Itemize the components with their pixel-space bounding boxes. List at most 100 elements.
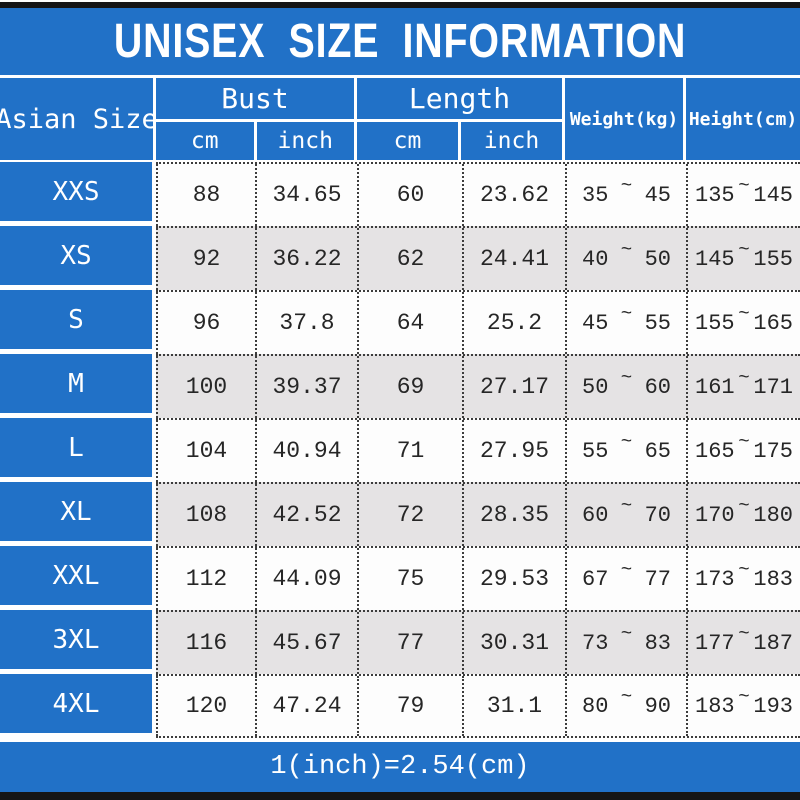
row-cells: 96 37.8 64 25.2 45 ~ 55 155 ~ 165 <box>156 290 800 354</box>
header-length-inch: inch <box>461 122 562 160</box>
cell-bust-cm: 108 <box>156 484 255 546</box>
cell-bust-inch: 47.24 <box>255 676 357 736</box>
height-min: 170 <box>695 502 735 528</box>
cell-length-cm: 64 <box>357 292 462 354</box>
range-tilde: ~ <box>738 431 750 453</box>
cell-height-range: 155 ~ 165 <box>686 292 800 354</box>
cell-length-inch: 25.2 <box>462 292 565 354</box>
cell-bust-inch: 42.52 <box>255 484 357 546</box>
row-cells: 92 36.22 62 24.41 40 ~ 50 145 ~ 155 <box>156 226 800 290</box>
cell-weight-range: 45 ~ 55 <box>565 292 686 354</box>
table-body: XXS 88 34.65 60 23.62 35 ~ 45 135 ~ 145 … <box>0 162 800 738</box>
range-tilde: ~ <box>620 239 633 261</box>
cell-length-inch: 27.95 <box>462 420 565 482</box>
table-row: 3XL 116 45.67 77 30.31 73 ~ 83 177 ~ 187 <box>0 610 800 674</box>
size-cell: 3XL <box>0 610 156 674</box>
bottom-black-bar <box>0 792 800 800</box>
weight-min: 73 <box>582 630 609 656</box>
height-min: 155 <box>695 310 735 336</box>
row-cells: 100 39.37 69 27.17 50 ~ 60 161 ~ 171 <box>156 354 800 418</box>
cell-length-cm: 79 <box>357 676 462 736</box>
header-weight: Weight(kg) <box>565 78 686 160</box>
size-cell: L <box>0 418 156 482</box>
weight-max: 70 <box>644 502 671 528</box>
cell-bust-inch: 37.8 <box>255 292 357 354</box>
cell-weight-range: 40 ~ 50 <box>565 228 686 290</box>
weight-min: 50 <box>582 374 609 400</box>
height-min: 183 <box>695 693 735 719</box>
cell-bust-cm: 112 <box>156 548 255 610</box>
table-row: S 96 37.8 64 25.2 45 ~ 55 155 ~ 165 <box>0 290 800 354</box>
size-cell: S <box>0 290 156 354</box>
weight-max: 55 <box>644 310 671 336</box>
cell-weight-range: 55 ~ 65 <box>565 420 686 482</box>
header-bust-cm: cm <box>156 122 257 160</box>
cell-length-cm: 71 <box>357 420 462 482</box>
cell-length-inch: 27.17 <box>462 356 565 418</box>
header-length-label: Length <box>357 78 562 122</box>
cell-length-cm: 72 <box>357 484 462 546</box>
header-bust-subrow: cm inch <box>156 122 354 160</box>
header-bust-label: Bust <box>156 78 354 122</box>
range-tilde: ~ <box>738 303 750 325</box>
cell-length-inch: 31.1 <box>462 676 565 736</box>
cell-length-inch: 24.41 <box>462 228 565 290</box>
cell-bust-cm: 88 <box>156 164 255 226</box>
weight-min: 67 <box>582 566 609 592</box>
cell-length-inch: 30.31 <box>462 612 565 674</box>
height-min: 135 <box>695 182 735 208</box>
cell-bust-cm: 116 <box>156 612 255 674</box>
range-tilde: ~ <box>620 431 633 453</box>
cell-weight-range: 80 ~ 90 <box>565 676 686 736</box>
range-tilde: ~ <box>738 239 750 261</box>
weight-max: 65 <box>644 438 671 464</box>
header-length-subrow: cm inch <box>357 122 562 160</box>
range-tilde: ~ <box>738 559 750 581</box>
header-length-cm: cm <box>357 122 461 160</box>
size-cell: XXL <box>0 546 156 610</box>
cell-bust-inch: 40.94 <box>255 420 357 482</box>
cell-bust-inch: 45.67 <box>255 612 357 674</box>
cell-bust-cm: 96 <box>156 292 255 354</box>
cell-height-range: 170 ~ 180 <box>686 484 800 546</box>
table-row: XXL 112 44.09 75 29.53 67 ~ 77 173 ~ 183 <box>0 546 800 610</box>
range-tilde: ~ <box>620 367 633 389</box>
weight-min: 40 <box>582 246 609 272</box>
row-cells: 120 47.24 79 31.1 80 ~ 90 183 ~ 193 <box>156 674 800 738</box>
table-header: Asian Size Bust cm inch Length cm inch W… <box>0 78 800 160</box>
size-cell: XS <box>0 226 156 290</box>
weight-max: 60 <box>644 374 671 400</box>
height-max: 145 <box>753 182 793 208</box>
cell-bust-cm: 92 <box>156 228 255 290</box>
row-cells: 108 42.52 72 28.35 60 ~ 70 170 ~ 180 <box>156 482 800 546</box>
range-tilde: ~ <box>738 623 750 645</box>
cell-length-cm: 75 <box>357 548 462 610</box>
table-row: L 104 40.94 71 27.95 55 ~ 65 165 ~ 175 <box>0 418 800 482</box>
top-white-strip <box>0 0 800 2</box>
table-row: XXS 88 34.65 60 23.62 35 ~ 45 135 ~ 145 <box>0 162 800 226</box>
range-tilde: ~ <box>738 495 750 517</box>
height-max: 165 <box>753 310 793 336</box>
range-tilde: ~ <box>620 623 633 645</box>
weight-max: 77 <box>644 566 671 592</box>
height-max: 155 <box>753 246 793 272</box>
height-min: 173 <box>695 566 735 592</box>
weight-max: 83 <box>644 630 671 656</box>
divider <box>0 75 800 78</box>
cell-bust-cm: 104 <box>156 420 255 482</box>
table-row: XL 108 42.52 72 28.35 60 ~ 70 170 ~ 180 <box>0 482 800 546</box>
row-cells: 116 45.67 77 30.31 73 ~ 83 177 ~ 187 <box>156 610 800 674</box>
cell-height-range: 177 ~ 187 <box>686 612 800 674</box>
header-bust-inch: inch <box>256 122 354 160</box>
weight-min: 55 <box>582 438 609 464</box>
range-tilde: ~ <box>620 495 633 517</box>
cell-height-range: 161 ~ 171 <box>686 356 800 418</box>
height-min: 177 <box>695 630 735 656</box>
cell-weight-range: 60 ~ 70 <box>565 484 686 546</box>
cell-bust-inch: 36.22 <box>255 228 357 290</box>
cell-bust-inch: 34.65 <box>255 164 357 226</box>
header-asian-size: Asian Size <box>0 78 156 160</box>
table-row: XS 92 36.22 62 24.41 40 ~ 50 145 ~ 155 <box>0 226 800 290</box>
range-tilde: ~ <box>620 175 633 197</box>
cell-height-range: 145 ~ 155 <box>686 228 800 290</box>
